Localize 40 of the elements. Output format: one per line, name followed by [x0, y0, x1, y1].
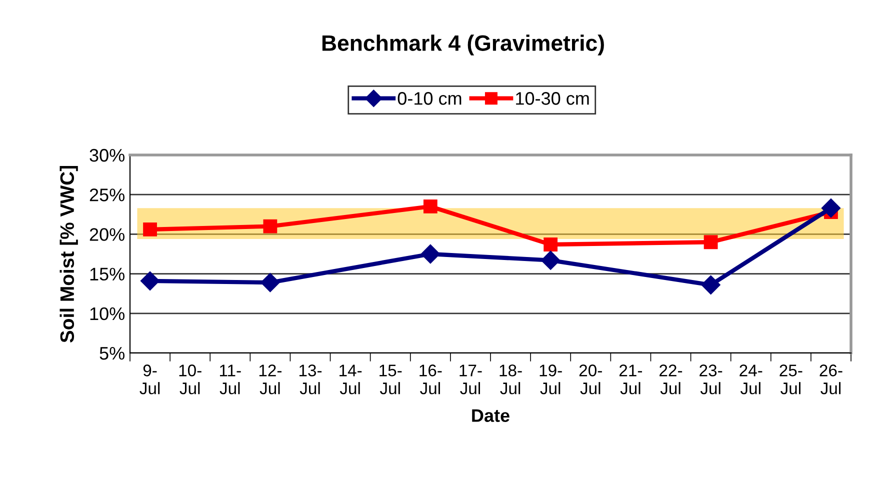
x-tick-label: 15- Jul — [380, 364, 402, 394]
x-tick-label: 12- Jul — [259, 364, 282, 394]
x-tick-label: 22- Jul — [660, 364, 682, 394]
point — [701, 275, 720, 294]
x-tick-label: 16- Jul — [420, 364, 442, 394]
x-tick-label: 14- Jul — [340, 364, 362, 394]
x-tick-label: 23- Jul — [700, 364, 722, 394]
x-tick-label: 9- Jul — [140, 364, 160, 394]
x-tick-label: 10- Jul — [179, 364, 202, 394]
point — [420, 244, 440, 264]
x-tick-label: 19- Jul — [540, 364, 562, 394]
y-tick-label: 20% — [90, 228, 124, 241]
x-tick-label: 25- Jul — [780, 364, 802, 394]
point — [260, 272, 280, 292]
x-tick-label: 18- Jul — [500, 364, 522, 394]
point — [544, 238, 558, 252]
x-tick-label: 21- Jul — [619, 364, 642, 394]
x-tick-label: 13- Jul — [299, 364, 322, 394]
x-tick-label: 11- Jul — [220, 364, 241, 394]
legend-label: 0-10 cm — [398, 92, 462, 105]
x-tick-label: 20- Jul — [579, 364, 602, 394]
y-tick-label: 30% — [90, 148, 124, 162]
point — [143, 222, 157, 236]
point — [821, 198, 841, 218]
y-tick-label: 5% — [100, 347, 124, 360]
x-tick-label: 24- Jul — [740, 364, 762, 394]
chart-title: Benchmark 4 (Gravimetric) — [322, 34, 604, 56]
point — [263, 219, 278, 234]
x-axis-title: Date — [472, 409, 510, 422]
x-tick-label: 26- Jul — [820, 364, 842, 394]
y-tick-label: 15% — [90, 268, 124, 281]
point — [704, 235, 718, 250]
y-axis-title: Soil Moist [% VWC] — [60, 166, 78, 343]
x-tick-label: 17- Jul — [460, 364, 482, 394]
y-tick-label: 10% — [90, 307, 124, 320]
point — [423, 200, 438, 214]
y-tick-label: 25% — [90, 188, 124, 202]
legend-label: 10-30 cm — [516, 92, 589, 105]
point — [140, 271, 160, 290]
point — [541, 250, 560, 270]
